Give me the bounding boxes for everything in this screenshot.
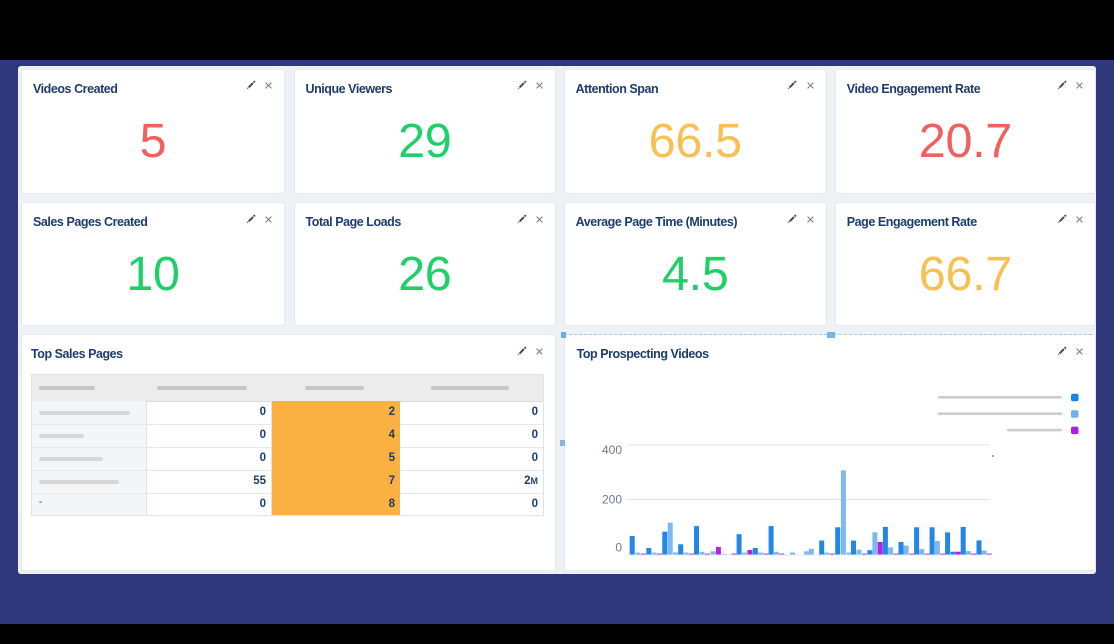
svg-text:400: 400	[602, 443, 622, 457]
svg-text:0: 0	[615, 541, 622, 555]
svg-text:200: 200	[602, 493, 622, 507]
